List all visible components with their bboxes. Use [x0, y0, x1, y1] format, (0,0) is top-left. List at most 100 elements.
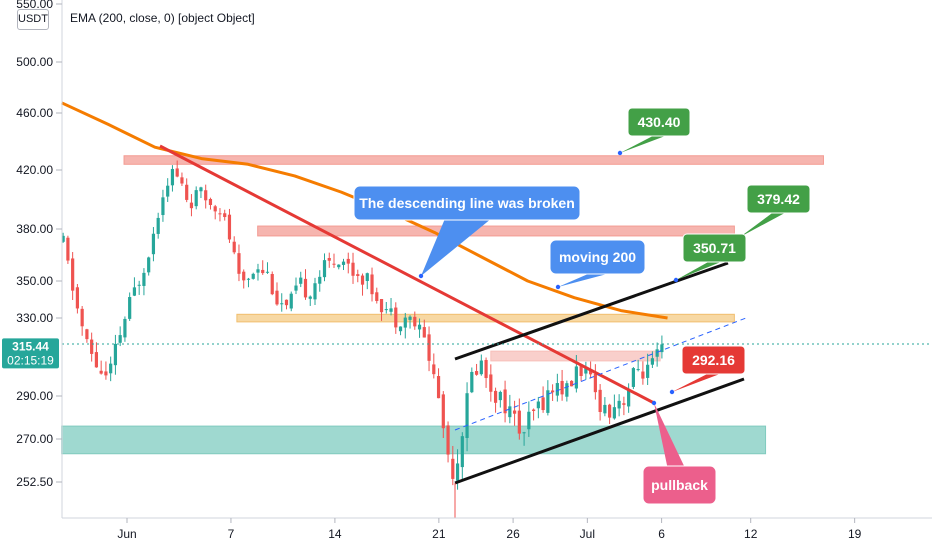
candle-body: [417, 324, 422, 330]
indicator-label[interactable]: EMA (200, close, 0) [object Object]: [70, 11, 255, 25]
candle-body: [646, 364, 650, 378]
candle-body: [308, 296, 312, 299]
y-tick-label: 420.00: [16, 163, 53, 177]
note-broken-callout-anchor: [418, 273, 424, 279]
level-zone: [490, 350, 661, 362]
candle-body: [641, 371, 645, 379]
stop-292-callout-anchor: [669, 389, 675, 395]
candle-body: [156, 217, 160, 234]
candle-body: [313, 283, 317, 300]
stop-292-callout-box: [681, 345, 746, 375]
candle-body: [522, 432, 526, 434]
candle-body: [275, 290, 279, 305]
candle-body: [541, 397, 545, 411]
candle-body: [451, 458, 455, 479]
candle-body: [598, 389, 602, 413]
candle-body: [218, 213, 222, 215]
candle-body: [551, 390, 555, 393]
candle-body: [512, 410, 517, 414]
candle-body: [379, 299, 384, 313]
candle-body: [232, 241, 236, 253]
candle-body: [384, 309, 388, 311]
candle-body: [341, 261, 346, 265]
candle-body: [284, 299, 289, 306]
candle-body: [318, 276, 322, 284]
candle-body: [498, 391, 502, 401]
candle-body: [251, 273, 255, 279]
pullback-callout-pointer: [654, 403, 686, 470]
candle-body: [484, 359, 488, 379]
note-ma-callout-anchor: [555, 284, 561, 290]
candle-body: [242, 271, 246, 281]
candle-body: [584, 366, 588, 374]
candle-body: [161, 197, 165, 216]
candle-body: [66, 237, 70, 261]
candle-body: [370, 274, 374, 295]
candle-body: [470, 371, 474, 393]
x-tick-label: 19: [848, 527, 862, 541]
candle-body: [94, 352, 99, 368]
note-broken-callout: The descending line was broken: [353, 185, 581, 279]
target-379-callout-text: 379.42: [757, 191, 800, 207]
candle-body: [223, 213, 227, 218]
x-tick-label: 14: [328, 527, 342, 541]
candle-body: [90, 339, 94, 354]
channel-lower-line: [454, 377, 745, 485]
candle-body: [166, 185, 170, 197]
candle-body: [546, 390, 550, 413]
lines-layer: [62, 144, 932, 518]
target-350-callout: 350.71: [673, 233, 747, 283]
y-tick-label: 270.00: [16, 432, 53, 446]
pullback-callout: pullback: [642, 400, 717, 505]
candle-body: [422, 327, 426, 338]
candle-body: [237, 253, 241, 274]
descending-trendline: [159, 144, 655, 405]
candle-body: [631, 368, 635, 387]
candle-body: [128, 297, 132, 319]
level-zone: [123, 155, 824, 165]
candle-body: [289, 293, 293, 309]
candle-body: [460, 436, 464, 468]
candle-body: [213, 206, 217, 212]
candle-body: [441, 394, 445, 429]
candle-body: [436, 376, 441, 399]
candle-body: [360, 275, 365, 285]
candle-body: [389, 308, 393, 312]
x-tick-label: 6: [658, 527, 665, 541]
pullback-callout-anchor: [651, 400, 657, 406]
callouts-layer: 430.40 379.42 350.71 292.16 The descending l…: [353, 107, 811, 505]
x-tick-label: 26: [506, 527, 520, 541]
candle-body: [332, 263, 336, 265]
candle-body: [627, 389, 631, 407]
target-379-callout: 379.42: [737, 184, 811, 240]
note-ma-callout-text: moving 200: [559, 249, 636, 265]
candle-body: [132, 287, 137, 296]
candle-body: [565, 383, 569, 397]
candle-body: [531, 409, 536, 411]
candle-body: [142, 272, 146, 286]
level-zone: [61, 425, 767, 455]
x-tick-label: 21: [432, 527, 446, 541]
candle-body: [185, 184, 189, 200]
candle-body: [398, 326, 403, 332]
candle-body: [536, 401, 540, 409]
candle-body: [189, 202, 194, 209]
y-tick-label: 460.00: [16, 106, 53, 120]
candle-body: [650, 358, 654, 365]
candle-body: [85, 329, 89, 340]
candles-layer: [61, 160, 664, 490]
candle-body: [71, 258, 75, 291]
candle-body: [446, 425, 450, 455]
candle-body: [322, 260, 327, 278]
price-tag-countdown: 02:15:19: [7, 353, 54, 367]
candle-body: [465, 393, 469, 438]
candle-body: [474, 371, 479, 375]
y-tick-label: 380.00: [16, 222, 53, 236]
candle-body: [147, 257, 151, 273]
candle-body: [579, 365, 583, 376]
candle-body: [194, 190, 198, 207]
unit-badge[interactable]: USDT: [17, 9, 49, 30]
candle-body: [555, 383, 559, 396]
y-tick-label: 290.00: [16, 389, 53, 403]
